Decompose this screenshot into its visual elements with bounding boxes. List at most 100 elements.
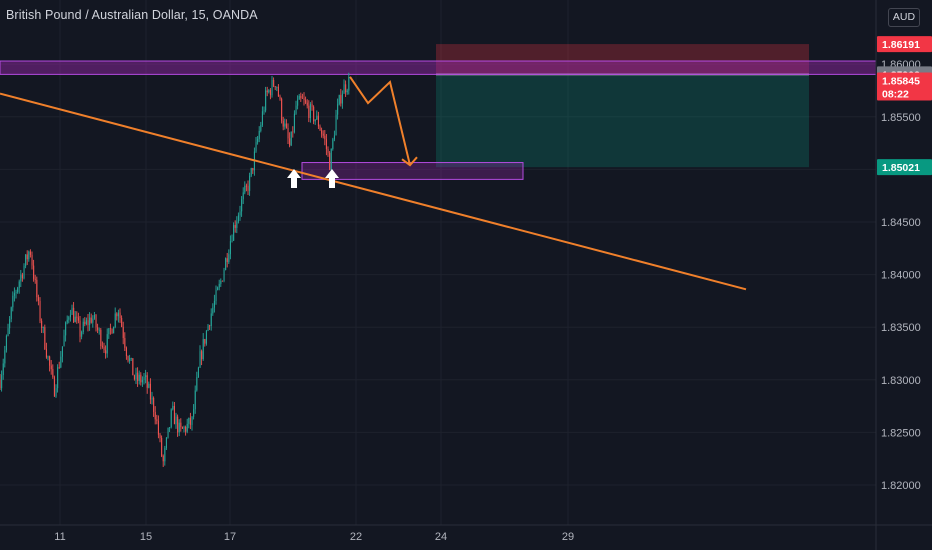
- candle-body: [201, 351, 203, 360]
- price-axis[interactable]: 1.860001.855001.850001.845001.840001.835…: [875, 0, 932, 550]
- candle-body: [89, 317, 91, 326]
- candle-body: [257, 138, 259, 143]
- price-tick-label: 1.82000: [881, 480, 921, 492]
- candle-body: [69, 314, 71, 318]
- candle-body: [252, 168, 254, 171]
- candle-body: [170, 409, 172, 428]
- candle-body: [135, 372, 137, 380]
- candle-body: [217, 287, 219, 290]
- candle-body: [58, 367, 60, 369]
- candle-body: [41, 320, 43, 328]
- candle-body: [263, 110, 265, 112]
- candle-body: [68, 317, 70, 320]
- user-drawings[interactable]: [0, 76, 747, 291]
- candle-body: [213, 300, 215, 308]
- candle-body: [167, 427, 169, 438]
- candle-body: [156, 419, 158, 421]
- candle-body: [73, 307, 75, 323]
- candle-body: [273, 79, 275, 87]
- candle-body: [161, 437, 163, 456]
- candle-body: [314, 119, 316, 122]
- candle-body: [290, 131, 292, 146]
- candle-body: [300, 95, 302, 99]
- time-tick-label: 22: [350, 531, 362, 543]
- candle-body: [313, 106, 315, 122]
- candle-body: [191, 416, 193, 425]
- candle-body: [244, 185, 246, 193]
- candle-body: [130, 358, 132, 359]
- candle-body: [341, 93, 343, 104]
- price-tick-label: 1.83000: [881, 375, 921, 387]
- candle-body: [287, 127, 289, 139]
- candle-body: [338, 95, 340, 105]
- candle-body: [140, 374, 142, 383]
- candle-body: [228, 254, 230, 262]
- candle-body: [321, 130, 323, 134]
- candle-body: [268, 90, 270, 93]
- candle-body: [31, 254, 33, 266]
- price-tag-label: 1.85845: [882, 75, 920, 87]
- candle-body: [196, 377, 198, 391]
- candle-body: [13, 293, 15, 296]
- candle-body: [239, 211, 241, 216]
- candle-body: [79, 320, 81, 337]
- candle-body: [265, 90, 267, 111]
- candle-body: [292, 131, 294, 133]
- take-profit-zone: [436, 74, 809, 168]
- time-axis[interactable]: 11 15 17 22 24 29: [0, 524, 932, 543]
- candle-body: [60, 356, 62, 368]
- candle-body: [177, 416, 179, 433]
- drawing-zones: [0, 44, 877, 180]
- candle-body: [209, 325, 211, 327]
- trendline[interactable]: [0, 92, 747, 291]
- candle-body: [229, 241, 231, 255]
- candle-body: [348, 76, 350, 91]
- candle-body: [39, 300, 41, 321]
- candle-body: [141, 379, 143, 383]
- price-tag-label: 1.85021: [882, 162, 920, 174]
- candle-body: [172, 405, 174, 410]
- price-tick-label: 1.82500: [881, 427, 921, 439]
- up-arrow-icon: [325, 169, 339, 188]
- candle-body: [189, 417, 191, 425]
- candle-body: [295, 105, 297, 114]
- candle-body: [26, 254, 28, 260]
- candle-body: [37, 297, 39, 301]
- candle-body: [178, 422, 180, 433]
- candle-body: [65, 322, 67, 336]
- candle-body: [18, 281, 20, 288]
- resistance-zone: [0, 60, 877, 75]
- candle-body: [33, 265, 35, 279]
- candle-body: [327, 148, 329, 153]
- candle-body: [298, 95, 300, 100]
- candle-body: [247, 185, 249, 191]
- candle-body: [277, 86, 279, 97]
- candle-body: [303, 98, 305, 101]
- candle-body: [301, 98, 303, 99]
- candle-body: [281, 98, 283, 121]
- candle-body: [330, 148, 332, 170]
- candle-body: [5, 336, 7, 351]
- candle-body: [180, 422, 182, 428]
- candle-body: [316, 115, 318, 120]
- projection-path[interactable]: [349, 76, 411, 166]
- candle-body: [53, 377, 55, 397]
- candle-body: [165, 437, 167, 449]
- candle-body: [133, 375, 135, 380]
- candle-body: [116, 313, 118, 317]
- candle-body: [343, 84, 345, 94]
- candle-body: [250, 168, 252, 176]
- candle-body: [61, 346, 63, 357]
- currency-button[interactable]: AUD: [888, 8, 920, 27]
- candle-body: [25, 254, 27, 266]
- candle-body: [97, 327, 99, 330]
- candle-body: [93, 315, 95, 319]
- candle-body: [4, 350, 6, 364]
- candle-body: [7, 328, 9, 337]
- candle-body: [324, 135, 326, 140]
- candle-body: [266, 90, 268, 93]
- candle-body: [121, 317, 123, 327]
- candle-body: [44, 327, 46, 350]
- candle-body: [106, 334, 108, 354]
